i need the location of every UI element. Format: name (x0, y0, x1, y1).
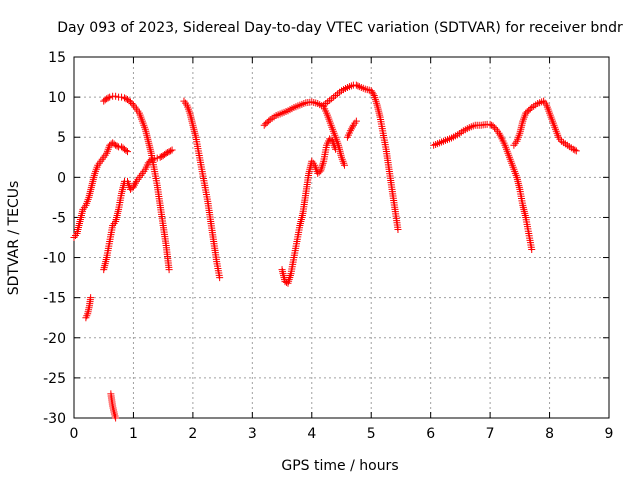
y-tick-label: -15 (43, 291, 66, 307)
x-tick-label: 1 (129, 426, 138, 442)
data-point (162, 149, 170, 157)
series-arc11 (430, 120, 536, 254)
y-tick-label: -10 (43, 251, 66, 267)
data-point (394, 225, 402, 233)
data-point (571, 146, 579, 154)
x-tick-label: 5 (367, 426, 376, 442)
data-point (112, 414, 120, 422)
data-point (112, 92, 120, 100)
data-point (569, 145, 577, 153)
x-tick-label: 4 (307, 426, 316, 442)
data-point (486, 120, 494, 128)
y-tick-label: 10 (48, 90, 66, 106)
data-point (165, 266, 173, 274)
data-point (372, 97, 380, 105)
data-point (286, 272, 294, 280)
series-arc9 (343, 117, 360, 141)
series-arc7 (260, 98, 348, 169)
series-arc12 (510, 97, 580, 155)
data-point (87, 294, 95, 302)
data-point (118, 93, 126, 101)
x-tick-label: 7 (486, 426, 495, 442)
data-point (319, 159, 327, 167)
data-point (164, 148, 172, 156)
x-tick-label: 2 (188, 426, 197, 442)
data-point (112, 141, 120, 149)
y-tick-label: 5 (57, 130, 66, 146)
data-point (284, 279, 292, 287)
x-tick-label: 3 (248, 426, 257, 442)
data-point (489, 122, 497, 130)
series-arc8 (278, 135, 340, 287)
x-tick-label: 0 (70, 426, 79, 442)
x-tick-label: 8 (545, 426, 554, 442)
data-point (352, 117, 360, 125)
y-tick-label: -30 (43, 411, 66, 427)
x-axis-label: GPS time / hours (281, 458, 398, 474)
data-point (332, 145, 340, 153)
data-point (104, 94, 112, 102)
series-arc2 (82, 294, 95, 322)
series-arc1 (70, 139, 131, 241)
series-arc3 (100, 146, 176, 274)
data-point (121, 94, 129, 102)
series-arc4 (100, 92, 173, 274)
data-point (103, 95, 111, 103)
data-point (124, 148, 131, 156)
data-point (106, 93, 114, 101)
data-point (373, 99, 381, 107)
data-point (340, 161, 348, 169)
series-arc10 (320, 81, 402, 233)
data-point (168, 146, 176, 154)
series-arc6 (180, 97, 224, 282)
series-arc5 (107, 390, 120, 422)
data-point (528, 246, 536, 254)
y-tick-label: 0 (57, 170, 66, 186)
y-tick-label: -5 (52, 210, 66, 226)
data-point (113, 142, 121, 150)
data-points (70, 81, 580, 422)
y-tick-label: 15 (48, 50, 66, 66)
x-tick-label: 9 (605, 426, 614, 442)
chart-title: Day 093 of 2023, Sidereal Day-to-day VTE… (57, 20, 623, 36)
data-point (352, 81, 360, 89)
y-tick-label: -20 (43, 331, 66, 347)
data-point (318, 161, 326, 169)
data-point (128, 100, 136, 108)
data-point (126, 98, 134, 106)
data-point (354, 82, 362, 90)
data-point (216, 274, 224, 282)
data-point (491, 124, 499, 132)
data-point (156, 153, 164, 161)
data-point (122, 146, 130, 154)
x-tick-label: 6 (426, 426, 435, 442)
data-point (369, 90, 377, 98)
data-point (572, 147, 580, 155)
data-point (167, 147, 175, 155)
y-axis-label: SDTVAR / TECUs (6, 181, 22, 296)
data-point (165, 148, 173, 156)
y-tick-label: -25 (43, 371, 66, 387)
